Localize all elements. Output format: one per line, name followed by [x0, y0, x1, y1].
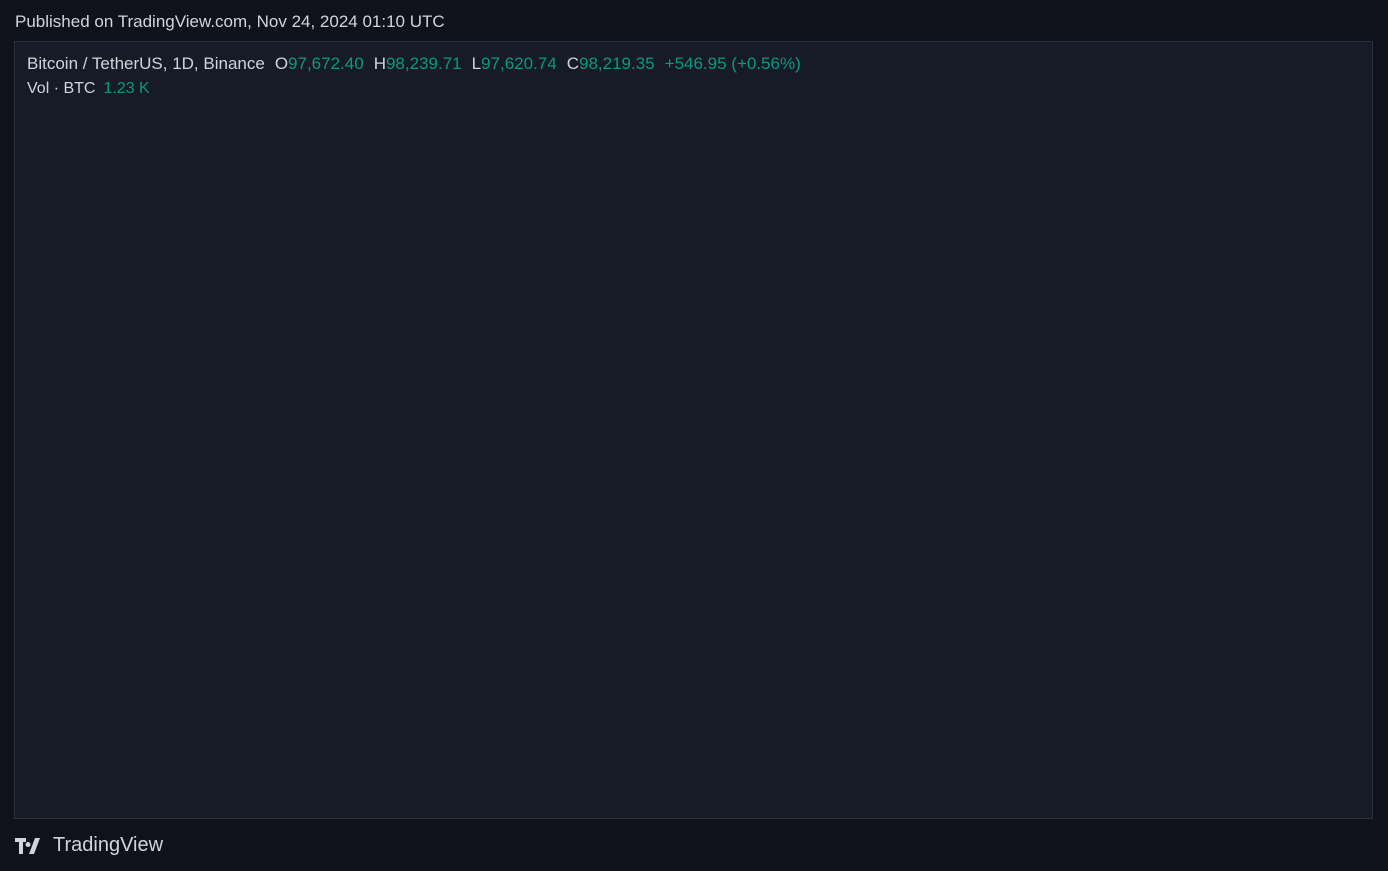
published-note: Published on TradingView.com, Nov 24, 20… [15, 12, 445, 31]
logo[interactable]: TradingView [15, 834, 163, 857]
chart-frame [14, 41, 1373, 819]
legend-key: C [566, 54, 579, 73]
legend-key: H [373, 54, 386, 73]
symbol: Bitcoin / TetherUS, 1D, Binance [27, 54, 265, 73]
legend-key: L [471, 54, 482, 73]
legend-value: 97,672.40 [288, 54, 364, 73]
volume-legend: Vol · BTC 1.23 K [27, 80, 150, 98]
legend-value: 98,239.71 [385, 54, 462, 73]
logo-icon [15, 837, 40, 854]
volume-value: 1.23 K [103, 80, 150, 97]
logo-text: TradingView [53, 834, 164, 856]
legend: Bitcoin / TetherUS, 1D, Binance O 97,672.… [27, 54, 801, 74]
volume-title: Vol · BTC [27, 80, 96, 97]
legend-change: +546.95 (+0.56%) [664, 54, 801, 73]
legend-value: 98,219.35 [579, 54, 655, 73]
legend-value: 97,620.74 [481, 54, 557, 73]
legend-key: O [274, 54, 289, 73]
